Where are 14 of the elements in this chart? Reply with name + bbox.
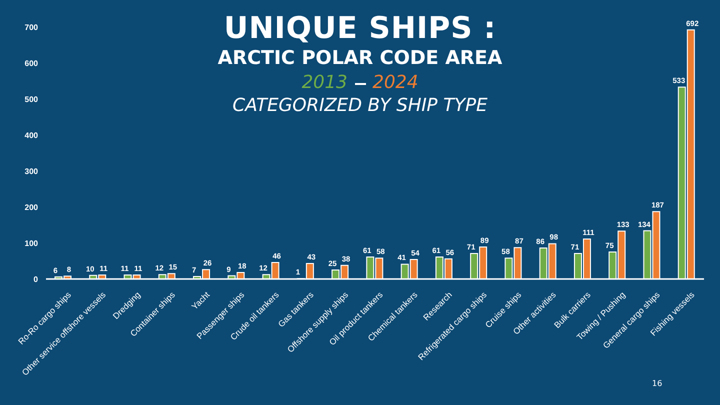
text: 2013 (302, 72, 348, 94)
text: 16 (652, 379, 662, 388)
y-tick-label: 200 (24, 203, 39, 212)
y-tick-label: 600 (24, 59, 39, 68)
y-tick-label: 300 (24, 167, 39, 176)
y-tick-label: 0 (34, 275, 39, 284)
y-tick-label: 500 (24, 95, 39, 104)
text: 2024 (372, 72, 418, 94)
y-tick-label: 700 (24, 23, 39, 32)
y-tick-label: 400 (24, 131, 39, 140)
text: ARCTIC POLAR CODE AREA (216, 46, 504, 70)
annotation: CATEGORIZED BY SHIP TYPE (232, 94, 488, 118)
y-tick-label: 100 (24, 239, 39, 248)
chart-title: UNIQUE SHIPS : (222, 11, 498, 46)
